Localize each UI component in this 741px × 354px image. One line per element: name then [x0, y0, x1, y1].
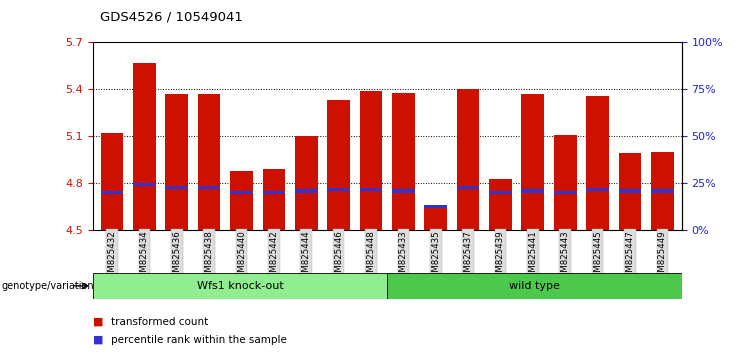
Bar [230, 191, 253, 194]
Text: Wfs1 knock-out: Wfs1 knock-out [196, 281, 283, 291]
Bar [489, 178, 512, 230]
Bar [586, 96, 609, 230]
Bar [425, 207, 447, 230]
Text: percentile rank within the sample: percentile rank within the sample [111, 335, 287, 344]
Bar [262, 169, 285, 230]
Text: GSM825446: GSM825446 [334, 230, 343, 283]
Bar [328, 188, 350, 191]
Bar [198, 94, 221, 230]
Text: GSM825436: GSM825436 [172, 230, 182, 283]
Bar [425, 205, 447, 208]
Text: GSM825445: GSM825445 [593, 230, 602, 283]
Bar [554, 191, 576, 194]
Text: GSM825448: GSM825448 [367, 230, 376, 283]
Text: GSM825437: GSM825437 [464, 230, 473, 283]
Bar [489, 191, 512, 194]
Bar [651, 189, 674, 193]
Bar [619, 154, 641, 230]
Text: GSM825432: GSM825432 [107, 230, 116, 283]
Bar [456, 186, 479, 189]
Text: GSM825441: GSM825441 [528, 230, 537, 283]
Bar [93, 273, 387, 299]
Text: GSM825435: GSM825435 [431, 230, 440, 283]
Bar [295, 189, 318, 193]
Bar [165, 186, 188, 189]
Text: GSM825439: GSM825439 [496, 230, 505, 283]
Bar [651, 152, 674, 230]
Text: GSM825438: GSM825438 [205, 230, 213, 283]
Bar [554, 135, 576, 230]
Text: GSM825443: GSM825443 [561, 230, 570, 283]
Text: wild type: wild type [509, 281, 560, 291]
Bar [456, 89, 479, 230]
Text: GSM825434: GSM825434 [140, 230, 149, 283]
Text: GSM825433: GSM825433 [399, 230, 408, 283]
Text: GSM825444: GSM825444 [302, 230, 310, 283]
Bar [133, 183, 156, 186]
Text: GDS4526 / 10549041: GDS4526 / 10549041 [100, 11, 243, 24]
Text: GSM825442: GSM825442 [270, 230, 279, 283]
Bar [522, 94, 544, 230]
Text: genotype/variation: genotype/variation [1, 281, 94, 291]
Bar [392, 189, 415, 193]
Bar [522, 189, 544, 193]
Bar [328, 100, 350, 230]
Bar [230, 171, 253, 230]
Bar [262, 191, 285, 194]
Bar [359, 91, 382, 230]
Bar [101, 133, 123, 230]
Text: GSM825440: GSM825440 [237, 230, 246, 283]
Bar [387, 273, 682, 299]
Bar [133, 63, 156, 230]
Bar [619, 189, 641, 193]
Text: ■: ■ [93, 317, 103, 327]
Bar [586, 188, 609, 191]
Text: ■: ■ [93, 335, 103, 344]
Text: GSM825447: GSM825447 [625, 230, 634, 283]
Bar [198, 186, 221, 189]
Bar [101, 191, 123, 194]
Bar [295, 136, 318, 230]
Bar [359, 188, 382, 191]
Bar [392, 92, 415, 230]
Bar [165, 94, 188, 230]
Text: transformed count: transformed count [111, 317, 208, 327]
Text: GSM825449: GSM825449 [658, 230, 667, 283]
